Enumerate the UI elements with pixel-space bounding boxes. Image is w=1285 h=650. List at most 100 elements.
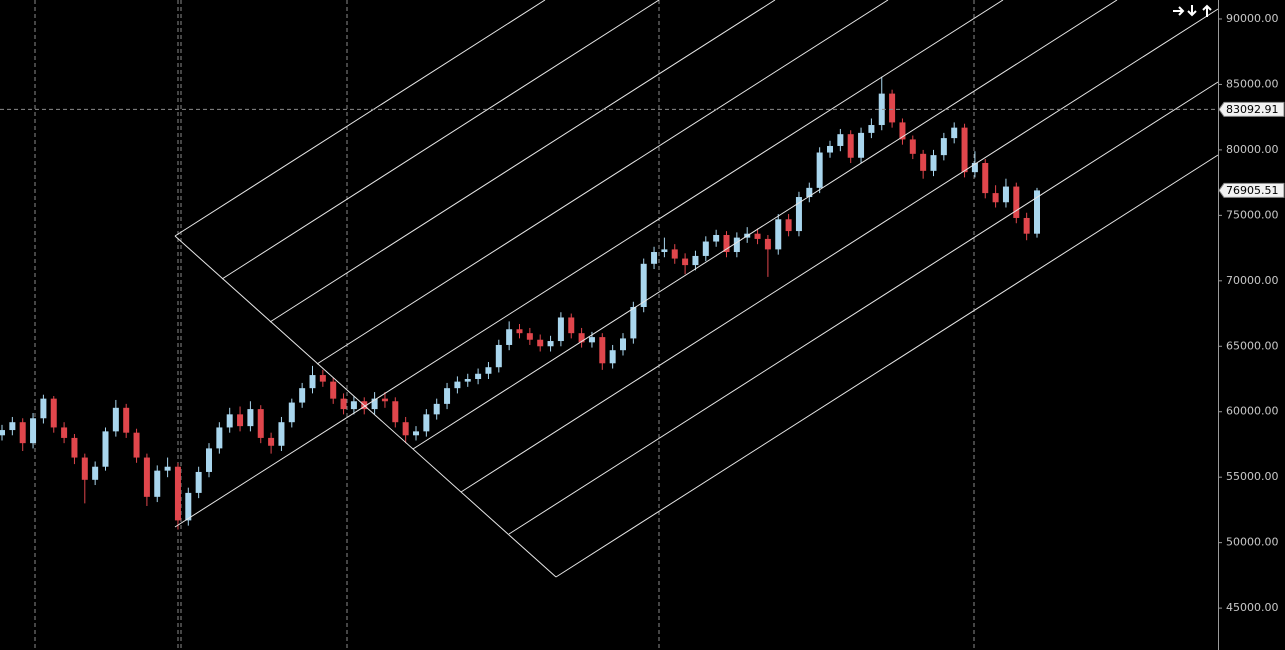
- candle-body: [81, 457, 88, 480]
- candle-body: [516, 329, 523, 334]
- candle-body: [154, 470, 161, 497]
- candle-body: [630, 306, 637, 339]
- candle-body: [547, 341, 554, 347]
- channel-line: [269, 0, 776, 323]
- channel-line: [316, 0, 889, 365]
- candle-body: [444, 388, 451, 404]
- y-tick-label: 45000.00: [1226, 601, 1279, 614]
- fib-channel: [174, 0, 1219, 578]
- candle-body: [640, 263, 647, 307]
- candle-body: [961, 127, 968, 173]
- candle-body: [1023, 217, 1030, 234]
- candle-body: [30, 418, 37, 444]
- channel-line: [412, 0, 1118, 450]
- candle-body: [174, 466, 181, 521]
- y-tick-label: 80000.00: [1226, 143, 1279, 156]
- channel-line: [460, 8, 1219, 493]
- candle-body: [340, 398, 347, 410]
- candle-body: [237, 414, 244, 427]
- candle-body: [164, 466, 171, 471]
- candle-body: [568, 317, 575, 334]
- last-price-box: [1218, 182, 1285, 198]
- candle-body: [940, 138, 947, 156]
- scroll-down-button[interactable]: [1187, 5, 1197, 17]
- candle-body: [868, 125, 875, 133]
- candle-body: [599, 337, 606, 364]
- candle-body: [620, 338, 626, 351]
- scroll-right-button[interactable]: [1173, 6, 1185, 16]
- candle-body: [433, 403, 440, 415]
- candle-body: [112, 407, 119, 432]
- candle-body: [723, 234, 730, 253]
- candle-body: [185, 492, 192, 521]
- candle-body: [0, 430, 5, 436]
- candle-body: [889, 93, 896, 123]
- candle-body: [764, 238, 771, 250]
- candle-body: [50, 398, 57, 428]
- candle-body: [40, 398, 47, 419]
- candle-body: [216, 427, 223, 449]
- channel-line: [221, 0, 660, 280]
- candle-body: [402, 422, 409, 436]
- candle-body: [733, 237, 740, 253]
- candle-body: [920, 153, 927, 171]
- candle-body: [951, 127, 958, 139]
- candle-body: [288, 402, 295, 423]
- channel-line: [508, 81, 1219, 535]
- candle-body: [878, 93, 885, 126]
- candle-body: [299, 388, 306, 403]
- candle-body: [350, 401, 357, 410]
- candle-body: [247, 409, 254, 427]
- candle-body: [413, 431, 419, 436]
- candle-body: [226, 414, 233, 428]
- candle-body: [578, 333, 585, 343]
- candle-body: [837, 134, 844, 146]
- candle-body: [713, 234, 720, 242]
- candle-body: [661, 249, 668, 253]
- candle-body: [1013, 186, 1020, 218]
- candle-body: [371, 398, 378, 410]
- channel-line: [174, 0, 1004, 528]
- candle-body: [257, 409, 264, 438]
- candle-body: [206, 448, 212, 472]
- candle-body: [858, 132, 865, 158]
- crosshair-price-box: [1218, 101, 1285, 117]
- candle-body: [702, 241, 709, 256]
- candle-body: [754, 233, 761, 239]
- candle-body: [9, 422, 16, 431]
- crosshair-price-label: 83092.91: [1226, 103, 1279, 116]
- candle-body: [268, 437, 275, 446]
- scroll-up-button[interactable]: [1202, 4, 1212, 17]
- candle-body: [71, 437, 78, 458]
- candle-body: [454, 381, 461, 389]
- candle-body: [102, 431, 109, 467]
- candles: [0, 76, 1040, 530]
- candle-body: [930, 155, 937, 171]
- candle-body: [909, 139, 916, 154]
- y-tick-label: 60000.00: [1226, 405, 1279, 418]
- candle-body: [1034, 190, 1040, 234]
- scroll-buttons[interactable]: [1173, 4, 1212, 17]
- candle-body: [133, 432, 140, 458]
- candle-body: [588, 337, 595, 343]
- channel-line: [555, 154, 1219, 578]
- y-tick-label: 55000.00: [1226, 470, 1279, 483]
- candle-body: [61, 427, 68, 438]
- candle-body: [785, 219, 792, 232]
- candle-body: [381, 398, 388, 402]
- candle-body: [19, 422, 26, 444]
- candle-body: [526, 333, 533, 340]
- candle-body: [495, 344, 502, 368]
- candle-body: [475, 373, 482, 380]
- candle-body: [609, 350, 616, 364]
- candle-body: [795, 197, 802, 232]
- candle-body: [806, 187, 813, 198]
- y-tick-label: 85000.00: [1226, 77, 1279, 90]
- last-price-label: 76905.51: [1226, 184, 1279, 197]
- candle-body: [971, 162, 978, 173]
- time-grid: [34, 0, 975, 650]
- candle-body: [1002, 186, 1009, 203]
